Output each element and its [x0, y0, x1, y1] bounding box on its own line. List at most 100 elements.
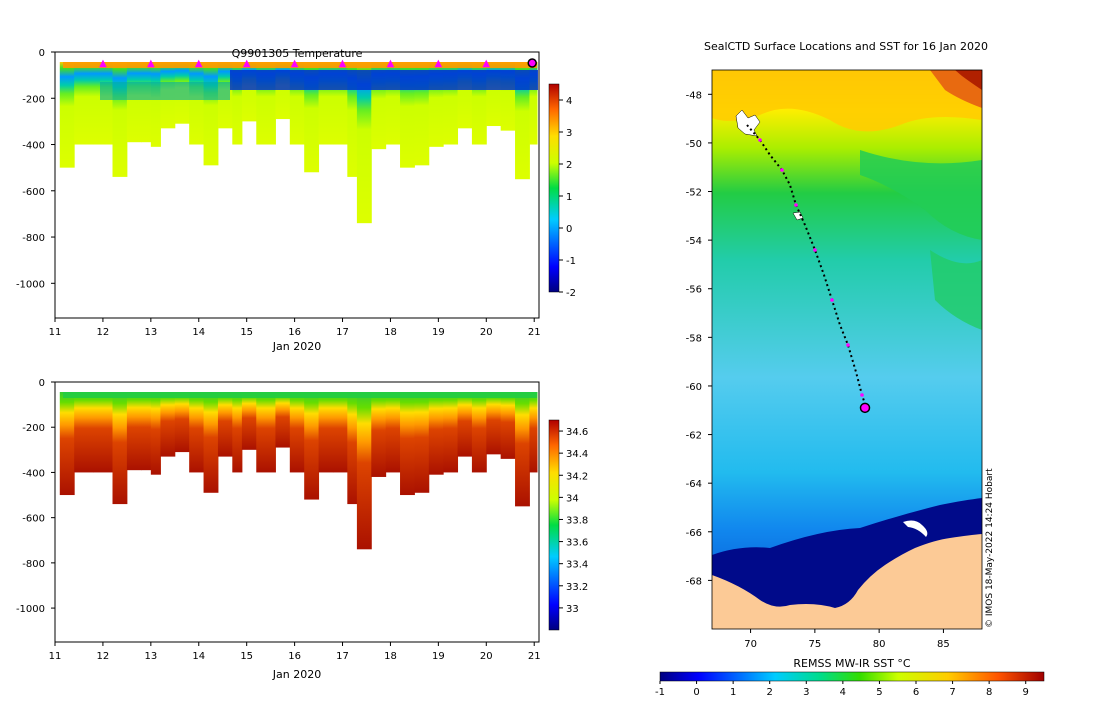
- colorbar-tick-label: 33.6: [566, 538, 588, 549]
- surface-layer: [63, 62, 537, 68]
- temperature-x-tick-label: 17: [336, 327, 349, 338]
- surface-marker: ▲: [387, 58, 395, 69]
- profile-column: [93, 62, 114, 145]
- profile-column: [74, 392, 94, 473]
- colorbar-tick-label: 2: [566, 160, 572, 171]
- sst-colorbar-tick-label: 0: [693, 687, 699, 698]
- salinity-x-tick-label: 13: [144, 651, 157, 662]
- profile-column: [400, 392, 415, 496]
- map-lat-tick-label: -68: [686, 576, 702, 587]
- salinity-x-tick-label: 21: [528, 651, 541, 662]
- profile-column: [203, 62, 219, 166]
- profile-column: [500, 392, 516, 459]
- salinity-y-tick-label: -400: [22, 468, 45, 479]
- salinity-x-tick-label: 14: [192, 651, 205, 662]
- map-lon-tick-label: 75: [808, 639, 821, 650]
- salinity-axes-frame: [54, 381, 540, 643]
- surface-markers: ▲ ▲ ▲ ▲ ▲ ▲ ▲ ▲ ▲: [99, 58, 490, 69]
- sst-warm-band: [712, 70, 982, 132]
- salinity-x-label: Jan 2020: [272, 668, 321, 681]
- colorbar-tick-label: 1: [566, 192, 572, 203]
- map-lon-tick-label: 80: [873, 639, 886, 650]
- profile-column: [126, 62, 142, 143]
- cool-layer: [100, 82, 230, 100]
- cold-layer: [230, 70, 538, 90]
- temperature-x-tick-label: 12: [97, 327, 110, 338]
- temperature-x-axis: 11 12 13 14 15 16 17 18 19 20 21: [49, 318, 541, 338]
- sst-colorbar-tick-label: -1: [655, 687, 665, 698]
- surface-marker: ▲: [195, 58, 203, 69]
- kerguelen-island: [735, 109, 761, 137]
- map-frame: [711, 69, 983, 630]
- map-lat-tick-label: -50: [686, 139, 702, 150]
- colorbar-tick-label: 34.2: [566, 471, 588, 482]
- profile-column: [203, 392, 219, 493]
- profile-column: [414, 392, 430, 493]
- colorbar-tick-label: 33.2: [566, 582, 588, 593]
- profile-column: [232, 392, 243, 473]
- salinity-x-axis: 11 12 13 14 15 16 17 18 19 20 21: [49, 642, 541, 662]
- salinity-y-tick-label: -200: [22, 423, 45, 434]
- salinity-colorbar: [548, 419, 560, 631]
- temperature-y-tick-label: -200: [22, 94, 45, 105]
- sst-colorbar-tick-label: 5: [876, 687, 882, 698]
- salinity-colorbar-ticks: 33 33.2 33.4 33.6 33.8 34 34.2 34.4 34.6: [559, 427, 588, 615]
- temperature-x-tick-label: 16: [288, 327, 301, 338]
- salinity-x-tick-label: 19: [432, 651, 445, 662]
- temperature-colorbar-ticks: -2 -1 0 1 2 3 4: [559, 96, 576, 299]
- sea-ice: [903, 520, 928, 537]
- profile-column: [241, 392, 257, 450]
- antarctic-land: [712, 534, 982, 629]
- profile-column: [59, 62, 75, 168]
- profile-column: [471, 392, 487, 473]
- colorbar-tick-label: 34: [566, 493, 579, 504]
- profile-column: [457, 392, 473, 457]
- profile-column: [189, 392, 205, 473]
- temperature-colorbar: [548, 83, 560, 293]
- salinity-y-tick-label: -600: [22, 514, 45, 525]
- profile-column: [529, 392, 538, 473]
- sst-colorbar-tick-label: 6: [913, 687, 919, 698]
- map-latitude-axis: -48 -50 -52 -54 -56 -58 -60 -62 -64 -66 -68: [686, 90, 712, 587]
- profile-column: [443, 392, 459, 473]
- profile-column: [59, 392, 75, 496]
- surface-layer: [63, 392, 537, 398]
- temperature-y-axis: 0 -200 -400 -600 -800 -1000: [16, 48, 55, 290]
- sst-colorbar-tick-label: 9: [1023, 687, 1029, 698]
- profile-column: [93, 392, 114, 473]
- temperature-x-tick-label: 19: [432, 327, 445, 338]
- colorbar-tick-label: -2: [566, 288, 576, 299]
- salinity-x-tick-label: 18: [384, 651, 397, 662]
- profile-column: [347, 392, 358, 505]
- profile-column: [174, 392, 190, 453]
- sst-colorbar-tick-label: 1: [730, 687, 736, 698]
- track-daily-point: [758, 138, 762, 142]
- sst-colorbar-tick-label: 4: [840, 687, 846, 698]
- colorbar-tick-label: -1: [566, 256, 576, 267]
- profile-column: [529, 62, 538, 145]
- profile-column: [385, 392, 401, 473]
- profile-column: [347, 62, 358, 177]
- temperature-title: Q9901305 Temperature: [232, 47, 363, 60]
- seal-track-daily-points: [758, 138, 864, 397]
- imos-credit: © IMOS 18-May-2022 14:24 Hobart: [985, 468, 995, 628]
- profile-column: [275, 392, 291, 448]
- profile-column: [150, 392, 161, 475]
- temperature-axes-frame: [54, 51, 540, 319]
- profile-column: [217, 392, 233, 457]
- profile-column: [332, 392, 348, 473]
- profile-column: [256, 392, 276, 473]
- colorbar-tick-label: 33: [566, 604, 579, 615]
- track-daily-point: [780, 168, 784, 172]
- profile-column: [126, 392, 142, 471]
- salinity-y-tick-label: 0: [39, 378, 45, 389]
- map-lon-tick-label: 85: [937, 639, 950, 650]
- sst-colorbar-tick-label: 8: [986, 687, 992, 698]
- sst-field: [712, 70, 982, 629]
- temperature-x-tick-label: 20: [480, 327, 493, 338]
- salinity-x-tick-label: 16: [288, 651, 301, 662]
- profile-column: [428, 392, 444, 475]
- temperature-y-tick-label: 0: [39, 48, 45, 59]
- track-daily-point: [860, 393, 864, 397]
